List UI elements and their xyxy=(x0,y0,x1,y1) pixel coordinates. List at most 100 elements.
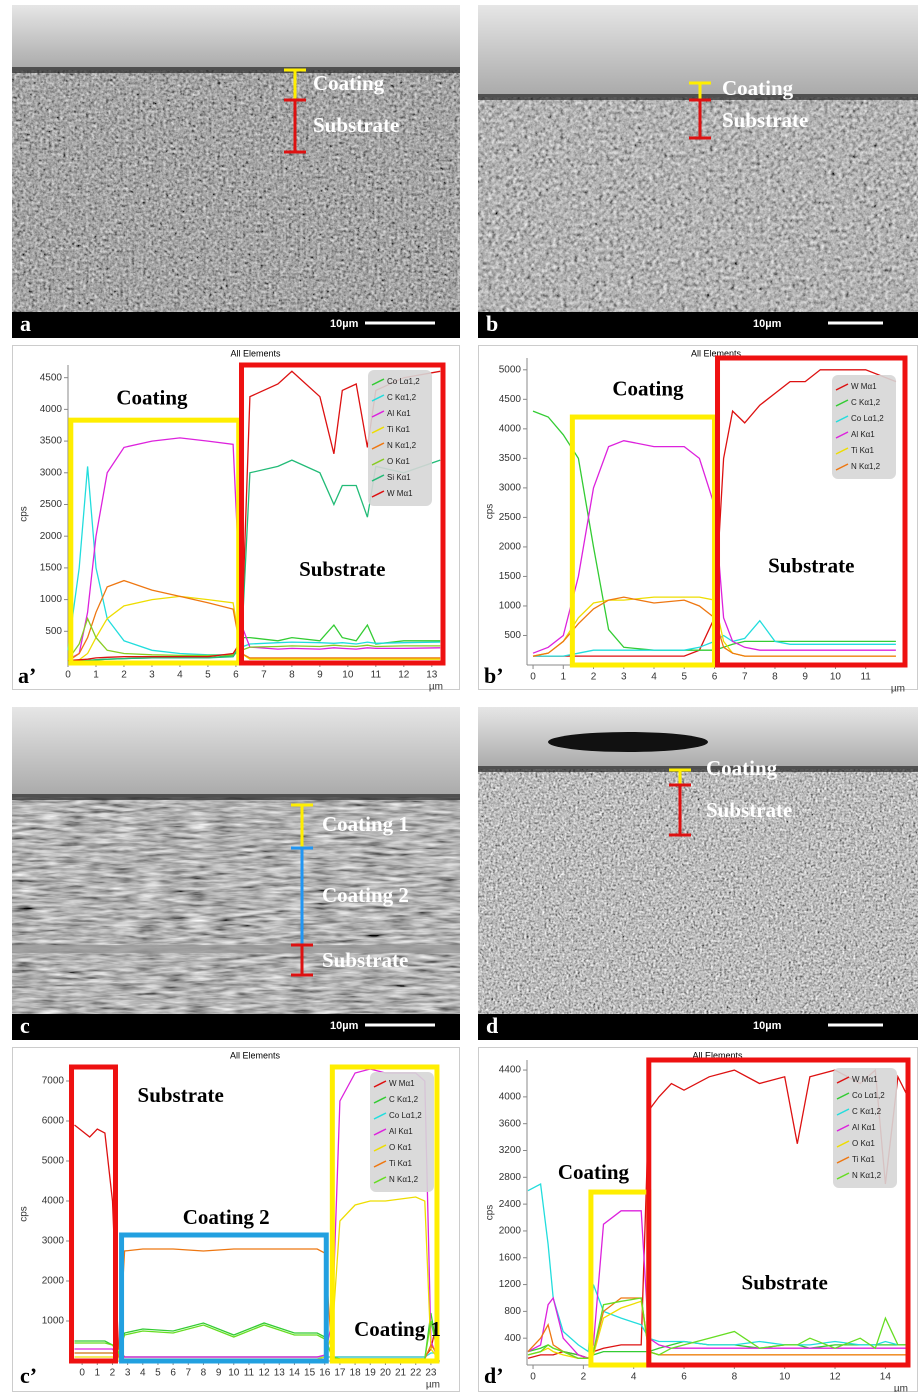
y-tick-label: 4000 xyxy=(499,1092,522,1103)
y-tick-label: 2000 xyxy=(499,542,522,553)
x-tick-label: 10 xyxy=(779,1372,791,1383)
legend-label: Ti Kα1 xyxy=(852,1155,876,1164)
x-tick-label: 17 xyxy=(334,1368,346,1379)
y-tick-label: 2000 xyxy=(40,531,63,542)
y-tick-label: 500 xyxy=(504,630,521,641)
x-tick-label: 20 xyxy=(380,1368,392,1379)
x-tick-label: 8 xyxy=(732,1372,738,1383)
panel-label: a xyxy=(20,311,31,336)
legend-label: Al Kα1 xyxy=(851,430,875,439)
x-axis-label: µm xyxy=(429,682,443,693)
x-axis-label: µm xyxy=(891,684,905,695)
y-axis-label: cps xyxy=(485,504,496,520)
x-tick-label: 5 xyxy=(155,1368,161,1379)
x-tick-label: 7 xyxy=(742,672,748,683)
y-tick-label: 7000 xyxy=(42,1076,65,1087)
y-tick-label: 2400 xyxy=(499,1199,522,1210)
x-tick-label: 1 xyxy=(561,672,567,683)
y-tick-label: 6000 xyxy=(42,1116,65,1127)
legend-label: Al Kα1 xyxy=(387,409,411,418)
scale-label: 10µm xyxy=(753,318,782,330)
y-tick-label: 4000 xyxy=(40,404,63,415)
panel-label: a’ xyxy=(18,663,36,688)
y-tick-label: 1200 xyxy=(499,1279,522,1290)
x-tick-label: 4 xyxy=(140,1368,146,1379)
layer-annotation: Substrate xyxy=(313,113,399,137)
coating-band xyxy=(12,67,460,73)
x-tick-label: 0 xyxy=(79,1368,85,1379)
x-tick-label: 19 xyxy=(365,1368,377,1379)
sem-image: CoatingSubstratea10µm xyxy=(12,5,460,338)
legend-label: W Mα1 xyxy=(389,1079,415,1088)
x-tick-label: 6 xyxy=(681,1372,687,1383)
x-tick-label: 15 xyxy=(304,1368,316,1379)
legend-label: Co Lα1,2 xyxy=(387,377,420,386)
legend-label: W Mα1 xyxy=(387,489,413,498)
legend-label: Co Lα1,2 xyxy=(851,414,884,423)
x-tick-label: 6 xyxy=(170,1368,176,1379)
x-tick-label: 9 xyxy=(802,672,808,683)
region-label: Coating xyxy=(116,386,188,410)
sem-image: CoatingSubstrated10µm xyxy=(478,707,918,1040)
legend-label: Ti Kα1 xyxy=(389,1159,413,1168)
y-axis-label: cps xyxy=(485,1205,496,1221)
legend-box xyxy=(368,370,432,506)
y-tick-label: 4500 xyxy=(40,372,63,383)
x-tick-label: 2 xyxy=(110,1368,116,1379)
y-tick-label: 3000 xyxy=(40,467,63,478)
x-tick-label: 14 xyxy=(289,1368,301,1379)
x-tick-label: 16 xyxy=(319,1368,331,1379)
legend-label: O Kα1 xyxy=(389,1143,412,1152)
coating-band xyxy=(478,766,918,772)
y-tick-label: 4500 xyxy=(499,394,522,405)
legend-label: Al Kα1 xyxy=(389,1127,413,1136)
region-label: Substrate xyxy=(299,557,385,581)
legend-label: Si Kα1 xyxy=(387,473,411,482)
figure: CoatingSubstratea10µmCoatingSubstrateb10… xyxy=(0,0,918,1392)
x-axis-label: µm xyxy=(426,1380,440,1391)
layer-annotation: Coating 1 xyxy=(322,812,409,836)
x-tick-label: 5 xyxy=(205,670,211,681)
x-axis-label: µm xyxy=(894,1384,908,1392)
x-tick-label: 2 xyxy=(591,672,597,683)
y-tick-label: 3000 xyxy=(42,1236,65,1247)
scale-label: 10µm xyxy=(330,318,359,330)
chart-title: All Elements xyxy=(230,1050,281,1060)
sem-background xyxy=(12,707,460,797)
x-tick-label: 4 xyxy=(631,1372,637,1383)
x-tick-label: 12 xyxy=(259,1368,271,1379)
x-tick-label: 4 xyxy=(177,670,183,681)
y-tick-label: 800 xyxy=(504,1306,521,1317)
panel-label: b’ xyxy=(484,663,504,688)
x-tick-label: 0 xyxy=(530,1372,536,1383)
x-tick-label: 7 xyxy=(185,1368,191,1379)
y-tick-label: 2000 xyxy=(42,1276,65,1287)
y-tick-label: 2500 xyxy=(40,499,63,510)
x-tick-label: 9 xyxy=(216,1368,222,1379)
x-tick-label: 8 xyxy=(289,670,295,681)
y-tick-label: 400 xyxy=(504,1333,521,1344)
y-tick-label: 4000 xyxy=(42,1196,65,1207)
legend-label: O Kα1 xyxy=(387,457,410,466)
y-tick-label: 5000 xyxy=(42,1156,65,1167)
y-tick-label: 3000 xyxy=(499,483,522,494)
y-tick-label: 3500 xyxy=(40,436,63,447)
x-tick-label: 6 xyxy=(233,670,239,681)
panel-label: d’ xyxy=(484,1363,504,1388)
legend-label: C Kα1,2 xyxy=(852,1107,882,1116)
x-tick-label: 13 xyxy=(426,670,438,681)
layer-annotation: Substrate xyxy=(706,798,792,822)
layer-annotation: Coating xyxy=(706,756,778,780)
legend-label: W Mα1 xyxy=(852,1075,878,1084)
x-tick-label: 21 xyxy=(395,1368,407,1379)
x-tick-label: 1 xyxy=(95,1368,101,1379)
region-label: Substrate xyxy=(138,1083,224,1107)
panel-label: b xyxy=(486,311,498,336)
legend-label: N Kα1,2 xyxy=(851,462,881,471)
y-axis-label: cps xyxy=(19,1206,30,1222)
legend-label: O Kα1 xyxy=(852,1139,875,1148)
y-tick-label: 1500 xyxy=(499,571,522,582)
y-tick-label: 2800 xyxy=(499,1172,522,1183)
y-tick-label: 3600 xyxy=(499,1118,522,1129)
region-label: Substrate xyxy=(742,1270,828,1294)
